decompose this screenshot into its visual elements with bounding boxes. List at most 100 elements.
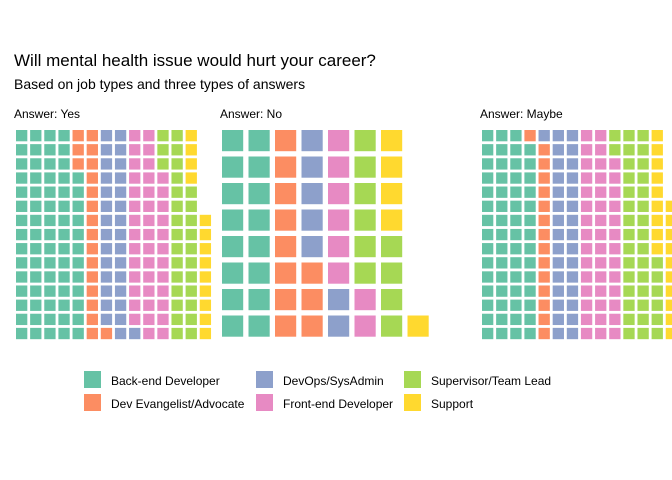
waffle-square	[58, 285, 70, 297]
waffle-square	[58, 313, 70, 326]
waffle-square	[58, 144, 70, 156]
waffle-square	[651, 285, 663, 297]
waffle-square	[623, 327, 635, 340]
waffle-square	[114, 313, 127, 326]
waffle-square	[157, 172, 169, 184]
waffle-square	[16, 271, 28, 283]
waffle-square	[100, 172, 113, 184]
waffle-square	[30, 257, 42, 269]
waffle-square	[651, 228, 663, 241]
waffle-square	[86, 144, 98, 156]
waffle-square	[30, 299, 42, 311]
waffle-square	[16, 172, 28, 184]
waffle-square	[595, 313, 607, 326]
waffle-square	[100, 285, 113, 297]
waffle-square	[143, 299, 155, 311]
waffle-square	[30, 186, 42, 198]
waffle-square	[171, 285, 183, 297]
waffle-square	[510, 271, 522, 283]
waffle-square	[157, 200, 169, 212]
waffle-square	[157, 158, 169, 170]
waffle-square	[496, 144, 508, 156]
waffle-square	[129, 144, 141, 156]
waffle-square	[354, 130, 376, 152]
waffle-square	[16, 200, 28, 212]
waffle-square	[609, 200, 621, 212]
waffle-square	[58, 200, 70, 212]
waffle-square	[16, 327, 28, 340]
waffle-square	[482, 200, 494, 212]
waffle-square	[651, 172, 663, 184]
waffle-square	[580, 243, 593, 255]
waffle-square	[185, 285, 197, 297]
waffle-square	[301, 315, 323, 337]
waffle-square	[580, 144, 593, 156]
waffle-square	[301, 289, 323, 311]
waffle-square	[595, 285, 607, 297]
waffle-square	[44, 243, 56, 255]
waffle-square	[524, 214, 536, 227]
legend-swatch-back-end	[84, 371, 101, 388]
waffle-square	[580, 228, 593, 241]
waffle-square	[595, 299, 607, 311]
waffle-square	[637, 271, 649, 283]
waffle-square	[171, 158, 183, 170]
waffle-square	[275, 236, 297, 258]
waffle-square	[143, 172, 155, 184]
waffle-square	[381, 130, 403, 152]
waffle-square	[510, 313, 522, 326]
waffle-square	[637, 214, 649, 227]
waffle-square	[524, 327, 536, 340]
waffle-square	[609, 158, 621, 170]
waffle-square	[623, 158, 635, 170]
waffle-square	[482, 285, 494, 297]
waffle-square	[44, 257, 56, 269]
waffle-square	[143, 214, 155, 227]
waffle-square	[171, 144, 183, 156]
waffle-square	[496, 299, 508, 311]
waffle-panel-maybe	[482, 130, 672, 340]
waffle-square	[30, 327, 42, 340]
waffle-square	[86, 243, 98, 255]
waffle-square	[248, 315, 270, 337]
waffle-square	[623, 214, 635, 227]
waffle-square	[566, 313, 579, 326]
waffle-square	[157, 271, 169, 283]
waffle-square	[185, 228, 197, 241]
waffle-square	[185, 243, 197, 255]
waffle-square	[114, 130, 127, 142]
waffle-square	[222, 130, 244, 152]
waffle-square	[16, 186, 28, 198]
waffle-square	[496, 313, 508, 326]
waffle-square	[86, 257, 98, 269]
waffle-square	[566, 172, 579, 184]
waffle-square	[665, 271, 672, 283]
waffle-square	[538, 200, 550, 212]
waffle-square	[143, 144, 155, 156]
waffle-square	[328, 236, 350, 258]
waffle-square	[595, 271, 607, 283]
waffle-square	[482, 144, 494, 156]
waffle-square	[222, 289, 244, 311]
waffle-square	[44, 285, 56, 297]
waffle-square	[496, 200, 508, 212]
waffle-square	[44, 200, 56, 212]
waffle-square	[129, 172, 141, 184]
waffle-square	[623, 186, 635, 198]
waffle-square	[185, 186, 197, 198]
waffle-square	[651, 313, 663, 326]
waffle-square	[566, 158, 579, 170]
waffle-square	[86, 158, 98, 170]
waffle-square	[580, 186, 593, 198]
waffle-square	[354, 315, 376, 337]
waffle-square	[100, 299, 113, 311]
waffle-square	[72, 327, 84, 340]
waffle-square	[143, 186, 155, 198]
waffle-square	[114, 271, 127, 283]
waffle-square	[609, 144, 621, 156]
waffle-square	[100, 214, 113, 227]
waffle-square	[30, 144, 42, 156]
waffle-square	[609, 271, 621, 283]
panel-label-maybe: Answer: Maybe	[480, 107, 563, 121]
